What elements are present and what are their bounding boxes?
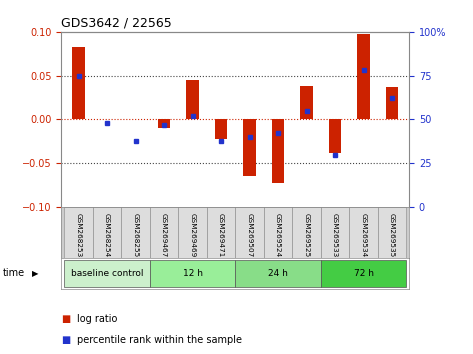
- Text: ▶: ▶: [32, 269, 38, 278]
- Text: 72 h: 72 h: [353, 269, 374, 278]
- Text: GSM268255: GSM268255: [132, 213, 139, 257]
- Text: 12 h: 12 h: [183, 269, 202, 278]
- Bar: [329, 120, 342, 153]
- Bar: [122, 207, 150, 258]
- Text: baseline control: baseline control: [71, 269, 143, 278]
- Bar: [72, 47, 85, 120]
- Text: GSM269507: GSM269507: [246, 213, 253, 257]
- Text: ■: ■: [61, 314, 71, 324]
- Bar: [93, 207, 122, 258]
- Text: GSM269535: GSM269535: [389, 213, 395, 257]
- Bar: [178, 207, 207, 258]
- Text: GDS3642 / 22565: GDS3642 / 22565: [61, 16, 172, 29]
- Text: ■: ■: [61, 335, 71, 345]
- Bar: [64, 207, 93, 258]
- Bar: [215, 120, 228, 139]
- Bar: [207, 207, 235, 258]
- Text: percentile rank within the sample: percentile rank within the sample: [77, 335, 242, 345]
- Bar: [243, 120, 256, 176]
- Bar: [385, 87, 398, 120]
- Bar: [150, 207, 178, 258]
- Text: GSM269469: GSM269469: [190, 213, 195, 257]
- Text: log ratio: log ratio: [77, 314, 117, 324]
- Bar: [264, 207, 292, 258]
- Text: GSM269524: GSM269524: [275, 213, 281, 257]
- Text: GSM269471: GSM269471: [218, 213, 224, 257]
- Bar: [236, 260, 321, 287]
- Bar: [150, 260, 235, 287]
- Text: GSM269534: GSM269534: [360, 213, 367, 257]
- Bar: [158, 120, 170, 128]
- Bar: [357, 34, 370, 120]
- Bar: [101, 119, 114, 120]
- Text: GSM268254: GSM268254: [104, 213, 110, 257]
- Bar: [272, 120, 284, 183]
- Bar: [321, 260, 406, 287]
- Bar: [292, 207, 321, 258]
- Bar: [236, 207, 264, 258]
- Text: time: time: [2, 268, 25, 279]
- Bar: [300, 86, 313, 120]
- Text: GSM269533: GSM269533: [332, 213, 338, 257]
- Bar: [349, 207, 378, 258]
- Bar: [186, 80, 199, 120]
- Text: GSM269467: GSM269467: [161, 213, 167, 257]
- Bar: [64, 260, 150, 287]
- Text: GSM269525: GSM269525: [304, 213, 309, 257]
- Text: 24 h: 24 h: [268, 269, 288, 278]
- Bar: [321, 207, 349, 258]
- Text: GSM268253: GSM268253: [76, 213, 81, 257]
- Bar: [378, 207, 406, 258]
